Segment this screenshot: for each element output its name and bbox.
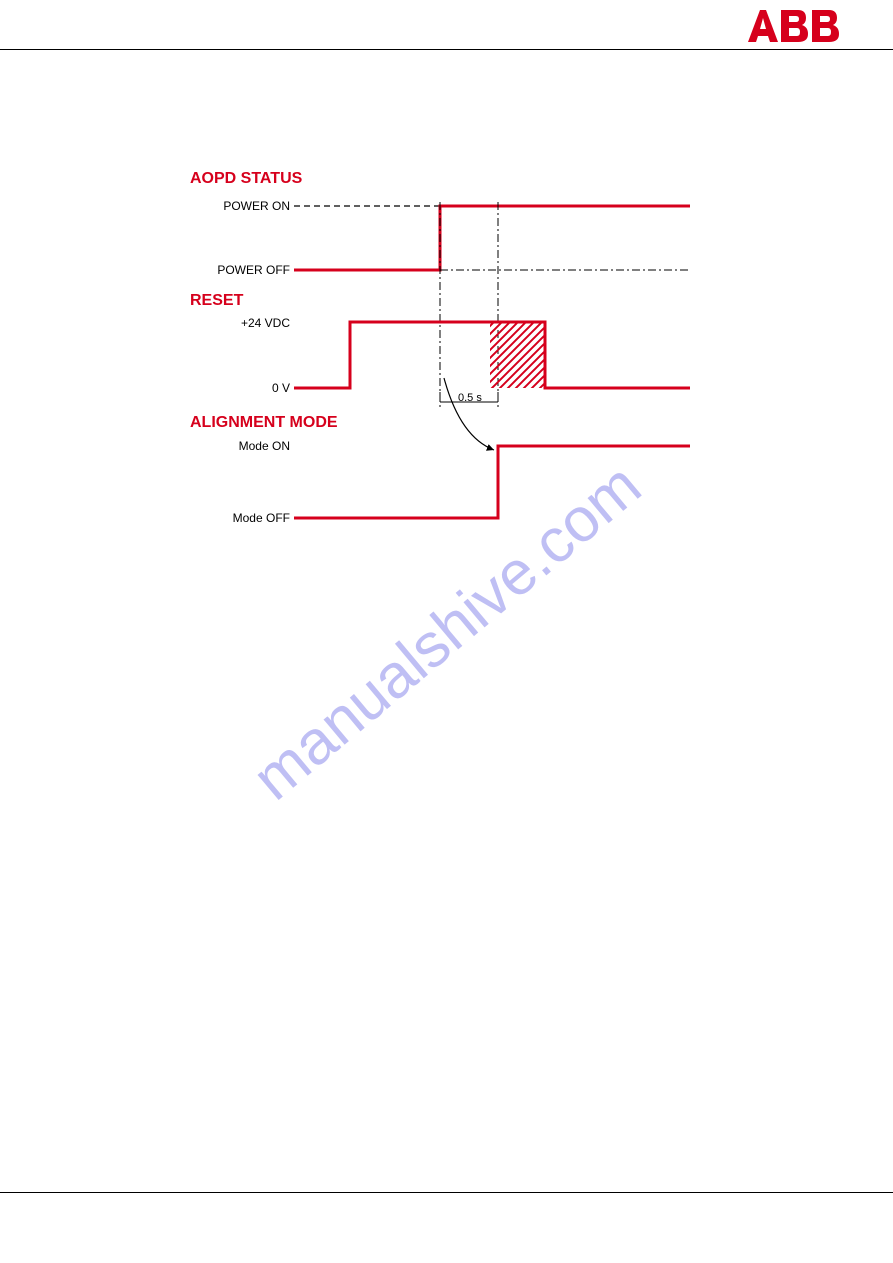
abb-logo — [748, 8, 843, 49]
footer-rule — [0, 1192, 893, 1193]
page-header — [0, 0, 893, 50]
timing-diagram: AOPD STATUS POWER ON POWER OFF RESET +24… — [190, 170, 700, 550]
